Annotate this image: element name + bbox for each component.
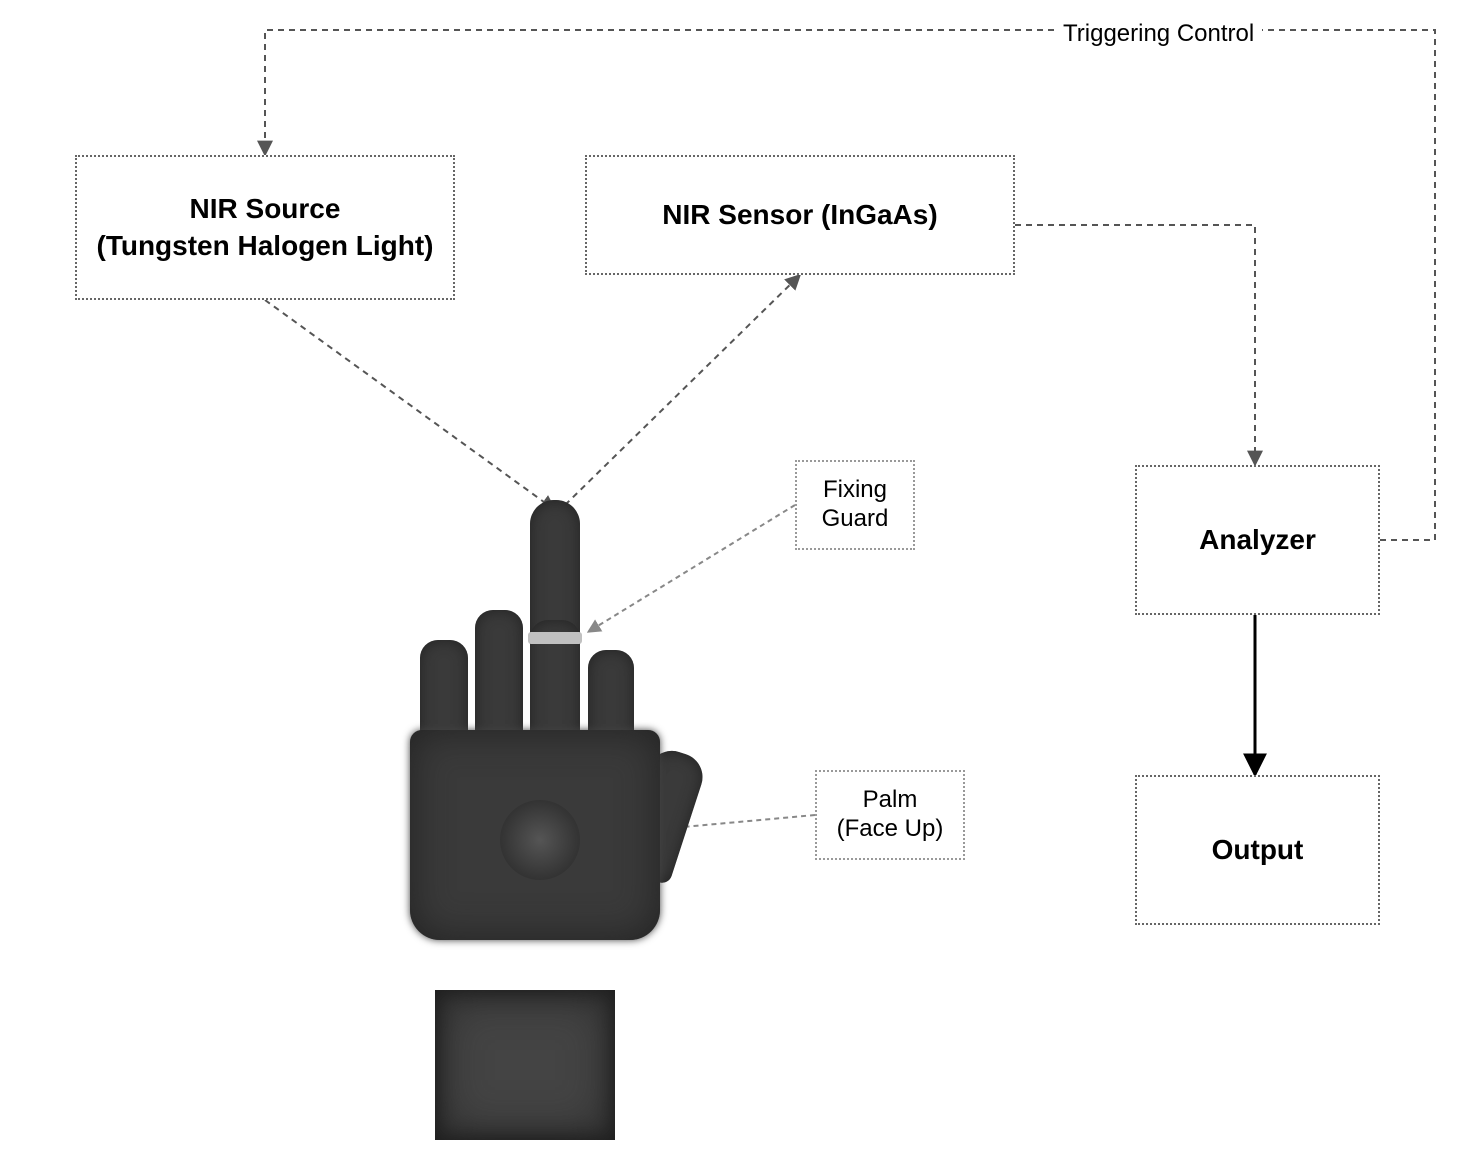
analyzer-label: Analyzer xyxy=(1199,522,1316,558)
hand-middle-finger-ext xyxy=(530,500,580,640)
sample-square xyxy=(435,990,615,1140)
palm-label-box: Palm (Face Up) xyxy=(815,770,965,860)
edge-sensor-to-analyzer xyxy=(1015,225,1255,465)
fixing-guard-box: Fixing Guard xyxy=(795,460,915,550)
analyzer-box: Analyzer xyxy=(1135,465,1380,615)
hand-illustration xyxy=(370,550,710,950)
triggering-control-label: Triggering Control xyxy=(1055,18,1262,50)
nir-source-box: NIR Source(Tungsten Halogen Light) xyxy=(75,155,455,300)
hand-guard-band xyxy=(528,632,582,644)
nir-source-label: NIR Source(Tungsten Halogen Light) xyxy=(97,191,434,264)
edge-finger-to-sensor xyxy=(565,275,800,505)
nir-sensor-label: NIR Sensor (InGaAs) xyxy=(662,197,937,233)
fixing-guard-label: Fixing Guard xyxy=(809,476,901,534)
output-label: Output xyxy=(1212,832,1304,868)
nir-sensor-box: NIR Sensor (InGaAs) xyxy=(585,155,1015,275)
output-box: Output xyxy=(1135,775,1380,925)
edge-source-to-finger xyxy=(265,300,555,510)
palm-label-text: Palm (Face Up) xyxy=(829,786,951,844)
hand-palm-spot xyxy=(500,800,580,880)
